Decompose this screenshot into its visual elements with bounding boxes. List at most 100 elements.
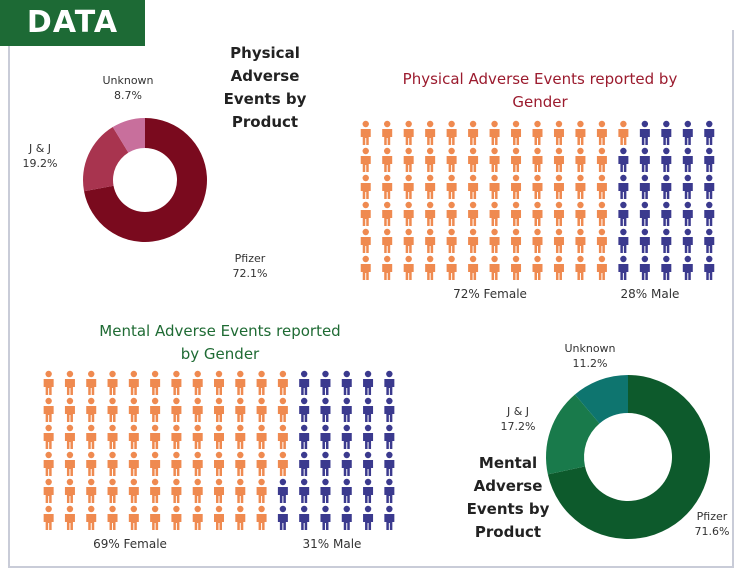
person-head — [322, 451, 329, 459]
person-head — [405, 228, 412, 236]
person-body — [682, 183, 693, 199]
person-head — [66, 451, 74, 459]
person-body — [107, 433, 118, 449]
person-body — [128, 379, 139, 395]
person-body — [639, 210, 650, 226]
person-head — [512, 255, 520, 263]
donut-slice — [84, 118, 207, 242]
person-body — [489, 183, 500, 199]
person-head — [386, 397, 393, 405]
person-head — [534, 174, 541, 182]
person-body — [64, 514, 75, 530]
person-head — [684, 201, 691, 209]
person-head — [215, 478, 223, 486]
person-body — [403, 183, 414, 199]
person-body — [107, 460, 118, 476]
person-head — [88, 397, 95, 405]
person-head — [279, 505, 287, 513]
person-body — [214, 514, 224, 530]
person-head — [362, 120, 369, 128]
person-head — [130, 451, 138, 459]
person-head — [577, 147, 584, 155]
person-body — [363, 379, 374, 395]
person-head — [491, 120, 498, 128]
person-head — [534, 255, 541, 263]
person-head — [45, 478, 52, 486]
person-body — [489, 264, 500, 280]
person-head — [109, 397, 116, 405]
person-head — [237, 478, 244, 486]
person-head — [512, 120, 520, 128]
person-head — [109, 424, 116, 432]
person-head — [663, 120, 670, 128]
person-body — [86, 514, 97, 530]
chart-title: Mental Adverse Events by Product — [466, 454, 550, 541]
person-head — [491, 201, 498, 209]
person-body — [150, 514, 161, 530]
person-body — [86, 433, 97, 449]
person-body — [43, 487, 54, 503]
person-body — [299, 379, 310, 395]
person-body — [341, 406, 352, 422]
person-head — [45, 505, 52, 513]
person-body — [43, 406, 54, 422]
person-head — [641, 120, 649, 128]
person-body — [661, 129, 672, 145]
person-head — [362, 174, 369, 182]
person-head — [258, 370, 265, 378]
person-head — [88, 424, 95, 432]
person-head — [364, 370, 372, 378]
person-body — [256, 487, 267, 503]
person-head — [706, 228, 713, 236]
person-head — [194, 478, 201, 486]
person-body — [553, 156, 564, 172]
frame — [8, 30, 734, 568]
person-head — [620, 147, 627, 155]
person-body — [363, 487, 374, 503]
person-body — [489, 129, 500, 145]
person-head — [577, 174, 584, 182]
person-head — [598, 174, 606, 182]
person-body — [341, 433, 352, 449]
person-head — [598, 255, 606, 263]
person-body — [446, 183, 457, 199]
person-body — [128, 460, 139, 476]
person-body — [341, 487, 352, 503]
person-body — [214, 487, 224, 503]
person-body — [341, 460, 352, 476]
person-body — [320, 379, 331, 395]
person-head — [620, 255, 627, 263]
person-body — [468, 156, 479, 172]
person-body — [382, 156, 393, 172]
person-head — [641, 147, 649, 155]
person-head — [386, 424, 393, 432]
person-body — [682, 264, 693, 280]
person-body — [704, 264, 715, 280]
person-head — [66, 424, 74, 432]
person-head — [258, 505, 265, 513]
person-head — [173, 424, 180, 432]
person-head — [469, 147, 477, 155]
person-body — [575, 264, 586, 280]
person-body — [532, 264, 543, 280]
person-head — [641, 255, 649, 263]
person-body — [360, 264, 371, 280]
person-head — [130, 397, 138, 405]
person-head — [426, 228, 434, 236]
person-body — [277, 460, 288, 476]
person-head — [706, 201, 713, 209]
person-head — [109, 451, 116, 459]
person-head — [577, 255, 584, 263]
person-body — [425, 183, 436, 199]
person-head — [577, 228, 584, 236]
person-head — [641, 201, 649, 209]
person-head — [364, 397, 372, 405]
person-head — [279, 424, 287, 432]
donut-slice — [112, 118, 145, 153]
icon-group — [277, 370, 395, 530]
slice-value: 19.2% — [23, 157, 58, 170]
person-head — [109, 478, 116, 486]
person-body — [532, 156, 543, 172]
person-body — [596, 210, 607, 226]
